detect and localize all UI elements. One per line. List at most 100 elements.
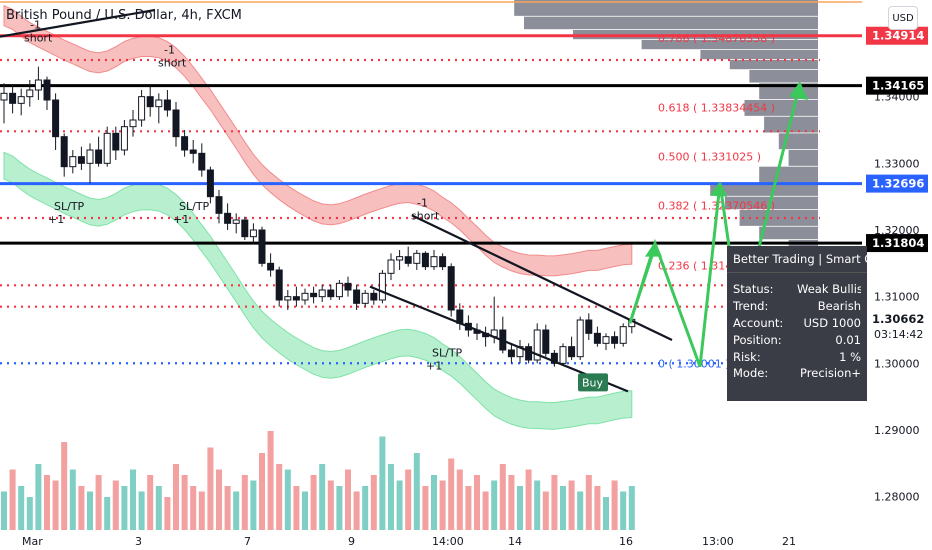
candle-body xyxy=(181,136,189,151)
signal-label: SL/TP xyxy=(54,200,85,213)
panel-title: Better Trading | Smart Ca xyxy=(727,246,867,273)
buy-label: Buy xyxy=(582,376,604,389)
trendline-upper xyxy=(411,214,673,341)
forecast-arrowhead xyxy=(789,81,808,100)
candle-body xyxy=(138,96,146,121)
panel-row-status: Status: Weak Bullish xyxy=(727,281,867,298)
candle-body xyxy=(550,352,558,364)
x-tick-label: 16 xyxy=(619,535,633,548)
volume-bar xyxy=(61,442,68,530)
panel-value: Weak Bullish xyxy=(797,282,861,297)
volume-profile-bar xyxy=(759,226,818,240)
candle-body xyxy=(344,282,352,291)
volume-bar xyxy=(173,464,179,530)
volume-bar xyxy=(190,486,197,530)
volume-bar xyxy=(491,480,498,530)
volume-bar xyxy=(431,475,437,530)
candle-body xyxy=(112,132,120,151)
candle-body xyxy=(387,259,395,274)
volume-bar xyxy=(207,447,214,530)
candle-body xyxy=(249,229,257,238)
signal-sublabel: short xyxy=(158,56,187,69)
candle-body xyxy=(146,96,154,108)
volume-bar xyxy=(422,486,429,530)
panel-row-account: Account: USD 1000 xyxy=(727,315,867,332)
volume-profile-bar xyxy=(700,50,818,60)
volume-bar xyxy=(293,486,300,530)
volume-bar xyxy=(448,458,455,530)
panel-key: Account: xyxy=(733,315,784,330)
volume-bar xyxy=(405,469,412,530)
candle-body xyxy=(267,262,275,271)
candle-body xyxy=(0,92,8,101)
candle-body xyxy=(439,256,447,268)
signal-sublabel: short xyxy=(411,210,440,223)
candle-body xyxy=(284,296,292,301)
volume-bar xyxy=(164,497,171,530)
candle-body xyxy=(327,289,335,298)
volume-bar xyxy=(345,469,351,530)
panel-key: Position: xyxy=(733,332,782,347)
volume-bar xyxy=(130,469,136,530)
volume-bar xyxy=(35,464,42,530)
price-label-bg xyxy=(866,234,928,253)
volume-profile-bar xyxy=(744,100,818,116)
signal-label: SL/TP xyxy=(432,347,463,360)
volume-profile-bar xyxy=(759,166,818,183)
volume-profile-bar xyxy=(729,60,818,70)
volume-bar xyxy=(155,486,162,530)
volume-bar xyxy=(628,486,635,530)
volume-bar xyxy=(104,497,111,530)
volume-bar xyxy=(577,491,584,530)
panel-row-trend: Trend: Bearish xyxy=(727,298,867,315)
candle-body xyxy=(129,119,137,128)
volume-bar xyxy=(52,480,59,530)
candle-body xyxy=(34,79,42,91)
candle-body xyxy=(103,132,111,164)
volume-bar xyxy=(413,453,420,530)
volume-bar xyxy=(78,486,85,530)
candle-body xyxy=(533,329,541,361)
buy-badge xyxy=(578,373,608,392)
candle-body xyxy=(43,79,51,101)
panel-row-risk: Risk: 1 % xyxy=(727,348,867,365)
volume-profile-bar xyxy=(710,183,818,196)
fib-label: 0.618 ( 1.33834454 ) xyxy=(658,102,775,115)
volume-bar xyxy=(353,491,360,530)
candle-body xyxy=(559,346,567,364)
candle-body xyxy=(507,349,515,358)
volume-bar xyxy=(508,475,515,530)
x-tick-label: 7 xyxy=(244,535,251,548)
candle-body xyxy=(17,96,25,104)
volume-bar xyxy=(551,475,558,530)
candle-body xyxy=(413,252,421,264)
candle-body xyxy=(198,152,206,171)
volume-bar xyxy=(18,486,25,530)
x-tick-label: 14 xyxy=(508,535,522,548)
candle-body xyxy=(275,269,283,301)
volume-bar xyxy=(611,480,618,530)
volume-bar xyxy=(482,491,489,530)
volume-bar xyxy=(542,491,549,530)
volume-bar xyxy=(560,486,566,530)
volume-bar xyxy=(465,486,472,530)
candle-body xyxy=(155,99,163,108)
forecast-segment xyxy=(630,246,657,318)
panel-key: Mode: xyxy=(733,366,769,381)
volume-profile-bar xyxy=(524,16,818,30)
volume-bar xyxy=(620,491,627,530)
x-tick-label: 14:00 xyxy=(432,535,464,548)
candle-body xyxy=(310,292,318,298)
candle-body xyxy=(60,136,68,168)
volume-bar xyxy=(310,475,317,530)
candle-body xyxy=(26,89,34,98)
candle-body xyxy=(318,289,326,298)
candle-body xyxy=(370,292,378,301)
volume-bar xyxy=(370,475,377,530)
currency-button[interactable]: USD xyxy=(888,6,918,30)
candle-body xyxy=(585,319,593,334)
volume-bar xyxy=(517,486,523,530)
signal-label: -1 xyxy=(164,43,175,56)
volume-bar xyxy=(1,491,7,530)
panel-value: 0.01 xyxy=(835,332,861,347)
